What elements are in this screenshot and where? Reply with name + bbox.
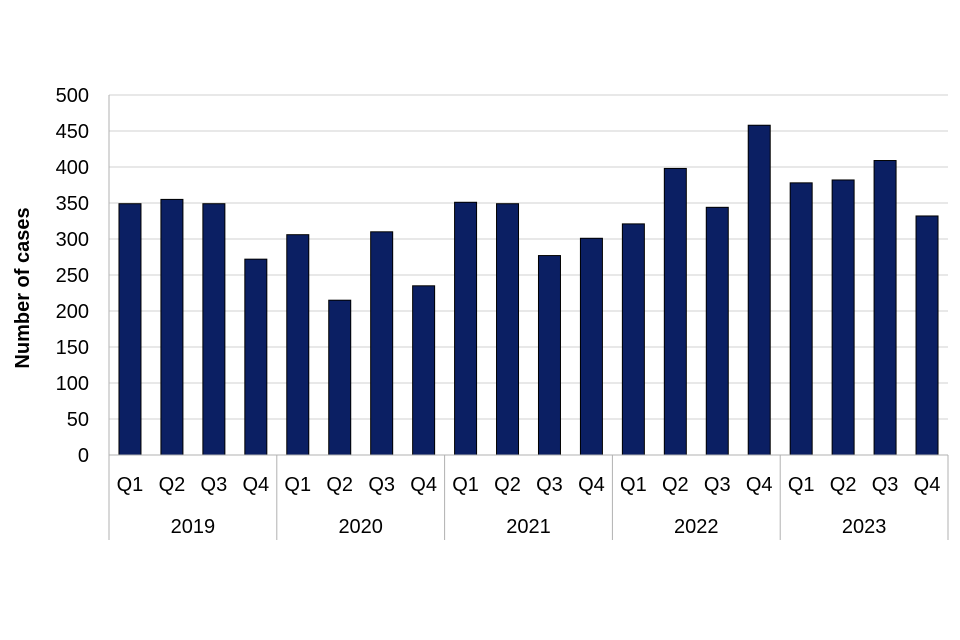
bar: [496, 203, 520, 456]
year-group-labels: 2019 2020 2021 2022 2023: [171, 516, 887, 538]
x-tick-labels: Q1 Q2 Q3 Q4 Q1 Q2 Q3 Q4 Q1 Q2 Q3 Q4 Q1 Q2 Q3 Q4 Q1 Q2 Q3 Q4: [117, 474, 941, 496]
x-tick-label: Q4: [242, 474, 269, 496]
bar: [370, 231, 394, 456]
bar: [789, 182, 813, 456]
x-tick-label: Q2: [159, 474, 186, 496]
bar: [286, 234, 310, 456]
bar: [579, 237, 603, 456]
y-axis-title: Number of cases: [12, 207, 34, 368]
x-tick-label: Q1: [284, 474, 311, 496]
bar: [831, 179, 855, 456]
y-tick-labels: 0 50 100 150 200 250 300 350 400 450 500: [56, 85, 89, 467]
x-tick-label: Q2: [326, 474, 353, 496]
bar: [160, 198, 184, 456]
x-tick-label: Q2: [662, 474, 689, 496]
bar: [705, 206, 729, 456]
bar: [747, 124, 771, 456]
y-tick-label: 50: [67, 409, 89, 431]
x-tick-label: Q3: [368, 474, 395, 496]
y-tick-label: 0: [78, 445, 89, 467]
x-tick-label: Q4: [578, 474, 605, 496]
x-tick-label: Q3: [872, 474, 899, 496]
bar: [873, 160, 897, 456]
y-tick-label: 300: [56, 229, 89, 251]
x-tick-label: Q1: [620, 474, 647, 496]
y-tick-label: 400: [56, 157, 89, 179]
y-tick-label: 150: [56, 337, 89, 359]
bar: [663, 167, 687, 456]
gridlines: [109, 94, 948, 420]
x-tick-label: Q4: [914, 474, 941, 496]
bar: [118, 203, 142, 456]
bar: [454, 201, 478, 456]
bar: [202, 203, 226, 456]
year-label: 2023: [842, 516, 887, 538]
year-label: 2021: [506, 516, 551, 538]
year-label: 2019: [171, 516, 216, 538]
y-tick-label: 350: [56, 193, 89, 215]
x-tick-label: Q1: [452, 474, 479, 496]
x-tick-label: Q3: [201, 474, 228, 496]
y-tick-label: 100: [56, 373, 89, 395]
x-tick-label: Q4: [410, 474, 437, 496]
bars: [118, 124, 939, 456]
x-tick-label: Q3: [536, 474, 563, 496]
y-tick-label: 500: [56, 85, 89, 107]
y-tick-label: 450: [56, 121, 89, 143]
x-tick-label: Q1: [117, 474, 144, 496]
x-tick-label: Q3: [704, 474, 731, 496]
x-tick-label: Q2: [494, 474, 521, 496]
y-tick-label: 250: [56, 265, 89, 287]
bar: [412, 285, 436, 456]
bar: [328, 299, 352, 456]
bar: [244, 258, 268, 456]
x-tick-label: Q2: [830, 474, 857, 496]
x-tick-label: Q1: [788, 474, 815, 496]
x-tick-label: Q4: [746, 474, 773, 496]
year-label: 2020: [338, 516, 383, 538]
bar: [537, 255, 561, 456]
y-tick-label: 200: [56, 301, 89, 323]
axes: [108, 95, 949, 540]
year-label: 2022: [674, 516, 719, 538]
bar: [915, 215, 939, 456]
bar: [621, 223, 645, 456]
